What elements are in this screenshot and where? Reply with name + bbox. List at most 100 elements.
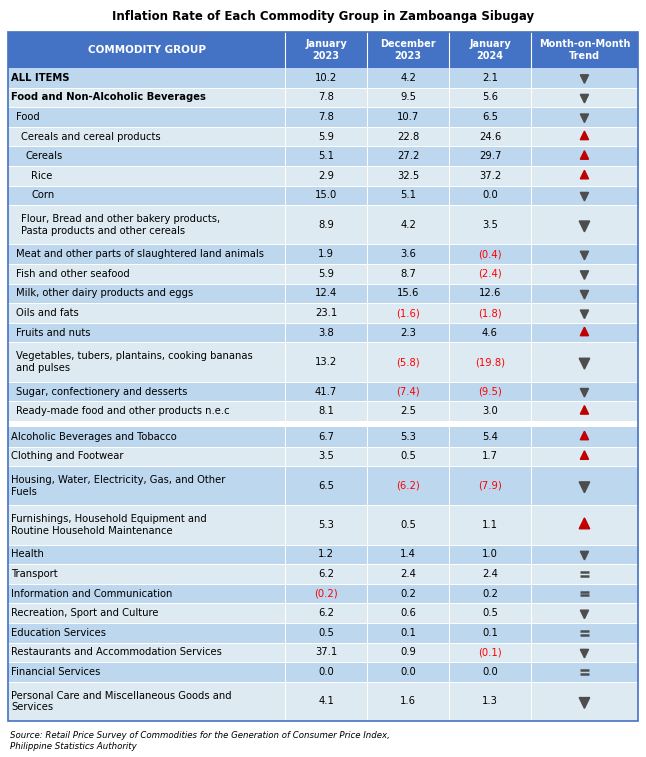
Text: 4.1: 4.1 [318,696,334,706]
Text: 7.8: 7.8 [318,112,334,122]
Bar [8,623,638,643]
Text: 29.7: 29.7 [479,151,501,161]
Bar [8,68,638,88]
Text: Recreation, Sport and Culture: Recreation, Sport and Culture [11,608,158,618]
Bar [8,643,638,662]
Polygon shape [579,518,590,529]
Text: 0.0: 0.0 [318,667,334,677]
Polygon shape [580,271,589,279]
Text: 10.2: 10.2 [315,73,337,83]
Text: 27.2: 27.2 [397,151,419,161]
Text: 3.8: 3.8 [318,328,334,338]
Polygon shape [580,310,589,319]
Text: 10.7: 10.7 [397,112,419,122]
Text: 0.0: 0.0 [400,667,416,677]
Polygon shape [580,151,589,159]
Text: Source: Retail Price Survey of Commodities for the Generation of Consumer Price : Source: Retail Price Survey of Commoditi… [10,731,390,751]
Text: Sugar, confectionery and desserts: Sugar, confectionery and desserts [16,387,187,397]
Polygon shape [579,482,590,493]
Text: Flour, Bread and other bakery products,
Pasta products and other cereals: Flour, Bread and other bakery products, … [21,214,220,235]
Text: 22.8: 22.8 [397,132,419,142]
Bar [8,466,638,506]
Polygon shape [580,131,589,139]
Text: Education Services: Education Services [11,628,106,638]
Text: Rice: Rice [31,171,52,181]
Polygon shape [580,291,589,299]
Text: 2.4: 2.4 [482,569,498,579]
Text: Corn: Corn [31,191,54,201]
Text: Oils and fats: Oils and fats [16,308,79,318]
Text: Restaurants and Accommodation Services: Restaurants and Accommodation Services [11,647,222,657]
Text: Housing, Water, Electricity, Gas, and Other
Fuels: Housing, Water, Electricity, Gas, and Ot… [11,475,225,497]
Text: 8.9: 8.9 [318,220,334,230]
Text: 2.4: 2.4 [400,569,416,579]
Text: 1.0: 1.0 [482,550,498,559]
Text: 5.9: 5.9 [318,269,334,279]
Text: 6.5: 6.5 [318,481,334,491]
Text: 2.9: 2.9 [318,171,334,181]
Bar [8,32,638,68]
Polygon shape [579,358,590,369]
Text: (7.9): (7.9) [478,481,502,491]
Text: 5.9: 5.9 [318,132,334,142]
Text: 15.0: 15.0 [315,191,337,201]
Polygon shape [580,451,589,459]
Text: 1.4: 1.4 [400,550,416,559]
Text: 1.6: 1.6 [400,696,416,706]
Text: 6.7: 6.7 [318,431,334,442]
Text: 5.1: 5.1 [318,151,334,161]
Polygon shape [580,431,589,440]
Text: 32.5: 32.5 [397,171,419,181]
Polygon shape [580,551,589,560]
Text: 0.1: 0.1 [400,628,416,638]
Text: Furnishings, Household Equipment and
Routine Household Maintenance: Furnishings, Household Equipment and Rou… [11,514,207,536]
Text: 0.5: 0.5 [318,628,334,638]
Text: 7.8: 7.8 [318,92,334,102]
Bar [8,323,638,342]
Text: Fruits and nuts: Fruits and nuts [16,328,90,338]
Text: 0.2: 0.2 [400,588,416,599]
Bar [8,544,638,564]
Text: 0.5: 0.5 [400,451,416,461]
Bar [8,127,638,146]
Bar [8,401,638,421]
Polygon shape [580,327,589,335]
Text: Transport: Transport [11,569,57,579]
Text: COMMODITY GROUP: COMMODITY GROUP [88,45,205,55]
Text: (2.4): (2.4) [478,269,502,279]
Text: Alcoholic Beverages and Tobacco: Alcoholic Beverages and Tobacco [11,431,177,442]
Text: (0.4): (0.4) [478,249,502,259]
Text: 6.2: 6.2 [318,608,334,618]
Text: 5.3: 5.3 [400,431,416,442]
Polygon shape [580,114,589,123]
Text: 37.2: 37.2 [479,171,501,181]
Text: 5.1: 5.1 [400,191,416,201]
Text: 5.4: 5.4 [482,431,498,442]
Text: 0.0: 0.0 [482,191,498,201]
Text: (0.1): (0.1) [478,647,502,657]
Bar [8,427,638,447]
Text: 0.0: 0.0 [482,667,498,677]
Polygon shape [580,650,589,658]
Text: 12.4: 12.4 [315,288,337,298]
Polygon shape [580,251,589,260]
Text: 2.5: 2.5 [400,406,416,416]
Text: Clothing and Footwear: Clothing and Footwear [11,451,123,461]
Text: 15.6: 15.6 [397,288,419,298]
Polygon shape [580,95,589,103]
Bar [8,662,638,682]
Bar [8,245,638,264]
Bar [8,185,638,205]
Text: December
2023: December 2023 [380,39,436,61]
Text: Food: Food [16,112,40,122]
Text: Information and Communication: Information and Communication [11,588,172,599]
Text: (9.5): (9.5) [478,387,502,397]
Text: Milk, other dairy products and eggs: Milk, other dairy products and eggs [16,288,193,298]
Text: 24.6: 24.6 [479,132,501,142]
Text: 8.1: 8.1 [318,406,334,416]
Text: 0.5: 0.5 [482,608,498,618]
Text: (1.6): (1.6) [396,308,420,318]
Text: (19.8): (19.8) [475,357,505,367]
Bar [8,584,638,603]
Polygon shape [580,388,589,397]
